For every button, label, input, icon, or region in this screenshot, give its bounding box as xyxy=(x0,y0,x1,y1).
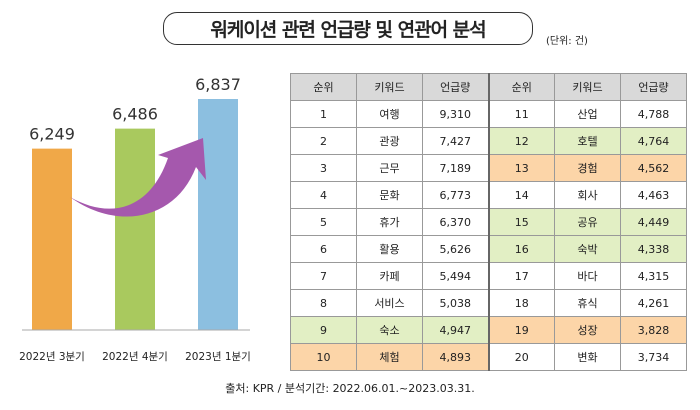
count-cell: 6,370 xyxy=(422,208,489,236)
count-cell: 5,494 xyxy=(422,262,489,290)
keyword-cell: 숙박 xyxy=(554,235,621,263)
count-cell: 4,315 xyxy=(620,262,687,290)
keyword-cell: 변화 xyxy=(554,343,621,371)
count-cell: 6,773 xyxy=(422,181,489,209)
unit-label: (단위: 건) xyxy=(546,36,588,47)
count-cell: 4,788 xyxy=(620,100,687,128)
keyword-cell: 여행 xyxy=(356,100,423,128)
keyword-cell: 관광 xyxy=(356,127,423,155)
source-footer: 출처: KPR / 분석기간: 2022.06.01.~2023.03.31. xyxy=(225,382,475,395)
column-header: 언급량 xyxy=(422,73,489,101)
category-label: 2023년 1분기 xyxy=(185,351,251,363)
keyword-cell: 바다 xyxy=(554,262,621,290)
rank-cell: 3 xyxy=(290,154,357,182)
column-header: 언급량 xyxy=(620,73,687,101)
keyword-cell: 경험 xyxy=(554,154,621,182)
table-header-row: 순위 키워드 언급량 순위 키워드 언급량 xyxy=(290,73,687,101)
table-row: 3 근무 7,189 13 경험 4,562 xyxy=(290,154,687,182)
page-title: 워케이션 관련 언급량 및 연관어 분석 xyxy=(163,12,533,45)
keyword-cell: 숙소 xyxy=(356,316,423,344)
title-text: 워케이션 관련 언급량 및 연관어 분석 xyxy=(210,19,486,41)
keyword-cell: 활용 xyxy=(356,235,423,263)
keyword-cell: 성장 xyxy=(554,316,621,344)
keyword-cell: 서비스 xyxy=(356,289,423,317)
count-cell: 4,562 xyxy=(620,154,687,182)
count-cell: 7,427 xyxy=(422,127,489,155)
column-header: 키워드 xyxy=(554,73,621,101)
value-label: 6,486 xyxy=(112,105,158,124)
count-cell: 4,449 xyxy=(620,208,687,236)
count-cell: 5,626 xyxy=(422,235,489,263)
rank-cell: 17 xyxy=(487,262,555,290)
keyword-cell: 산업 xyxy=(554,100,621,128)
keyword-cell: 근무 xyxy=(356,154,423,182)
rank-cell: 18 xyxy=(487,289,555,317)
table-row: 7 카페 5,494 17 바다 4,315 xyxy=(290,262,687,290)
value-label: 6,837 xyxy=(195,75,241,94)
count-cell: 4,947 xyxy=(422,316,489,344)
count-cell: 3,734 xyxy=(620,343,687,371)
table-row: 2 관광 7,427 12 호텔 4,764 xyxy=(290,127,687,155)
bar xyxy=(32,148,72,330)
rank-cell: 13 xyxy=(487,154,555,182)
rank-cell: 4 xyxy=(290,181,357,209)
keyword-table: 순위 키워드 언급량 순위 키워드 언급량 1 여행 9,310 11 산업 4,788 2 관광 7,4… xyxy=(290,73,687,371)
count-cell: 7,189 xyxy=(422,154,489,182)
rank-cell: 2 xyxy=(290,127,357,155)
keyword-cell: 휴식 xyxy=(554,289,621,317)
table-row: 4 문화 6,773 14 회사 4,463 xyxy=(290,181,687,209)
rank-cell: 7 xyxy=(290,262,357,290)
table-row: 5 휴가 6,370 15 공유 4,449 xyxy=(290,208,687,236)
count-cell: 4,463 xyxy=(620,181,687,209)
category-label: 2022년 3분기 xyxy=(19,351,85,363)
keyword-cell: 호텔 xyxy=(554,127,621,155)
count-cell: 3,828 xyxy=(620,316,687,344)
table-row: 1 여행 9,310 11 산업 4,788 xyxy=(290,100,687,128)
rank-cell: 6 xyxy=(290,235,357,263)
rank-cell: 10 xyxy=(290,343,357,371)
keyword-cell: 회사 xyxy=(554,181,621,209)
value-label: 6,249 xyxy=(29,125,75,144)
rank-cell: 15 xyxy=(487,208,555,236)
keyword-cell: 체험 xyxy=(356,343,423,371)
bar-chart: 6,249 2022년 3분기 6,486 2022년 4분기 6,837 2023년 1… xyxy=(19,75,251,363)
table-row: 8 서비스 5,038 18 휴식 4,261 xyxy=(290,289,687,317)
rank-cell: 8 xyxy=(290,289,357,317)
keyword-cell: 공유 xyxy=(554,208,621,236)
table-row: 10 체험 4,893 20 변화 3,734 xyxy=(290,343,687,371)
rank-cell: 14 xyxy=(487,181,555,209)
count-cell: 5,038 xyxy=(422,289,489,317)
table-row: 9 숙소 4,947 19 성장 3,828 xyxy=(290,316,687,344)
rank-cell: 1 xyxy=(290,100,357,128)
rank-cell: 16 xyxy=(487,235,555,263)
rank-cell: 9 xyxy=(290,316,357,344)
count-cell: 4,893 xyxy=(422,343,489,371)
count-cell: 4,261 xyxy=(620,289,687,317)
count-cell: 9,310 xyxy=(422,100,489,128)
count-cell: 4,764 xyxy=(620,127,687,155)
column-header: 키워드 xyxy=(356,73,423,101)
rank-cell: 11 xyxy=(487,100,555,128)
rank-cell: 5 xyxy=(290,208,357,236)
rank-cell: 12 xyxy=(487,127,555,155)
growth-arrow-icon xyxy=(70,138,206,217)
bar xyxy=(198,99,238,330)
rank-cell: 20 xyxy=(487,343,555,371)
keyword-cell: 휴가 xyxy=(356,208,423,236)
category-label: 2022년 4분기 xyxy=(102,351,168,363)
keyword-cell: 문화 xyxy=(356,181,423,209)
table-row: 6 활용 5,626 16 숙박 4,338 xyxy=(290,235,687,263)
column-header: 순위 xyxy=(290,73,357,101)
bar xyxy=(115,128,155,330)
keyword-cell: 카페 xyxy=(356,262,423,290)
rank-cell: 19 xyxy=(487,316,555,344)
count-cell: 4,338 xyxy=(620,235,687,263)
column-header: 순위 xyxy=(487,73,555,101)
